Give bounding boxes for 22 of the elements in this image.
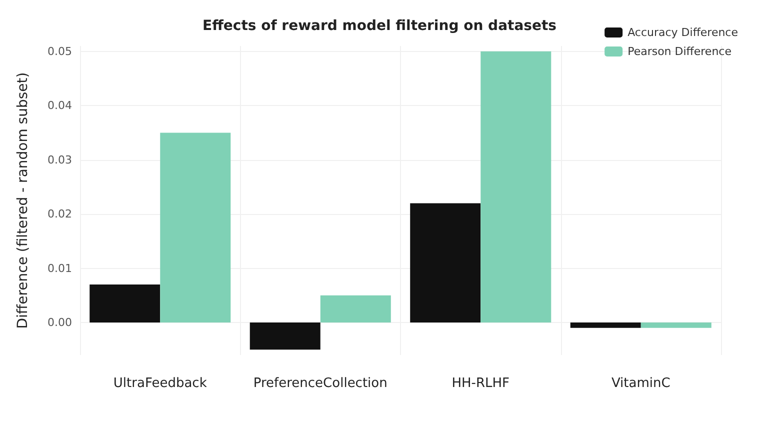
bar (250, 322, 320, 350)
y-tick-label: 0.02 (48, 208, 72, 221)
y-tick-label: 0.01 (48, 262, 72, 275)
bar (640, 322, 712, 328)
x-tick-label: HH-RLHF (452, 376, 510, 391)
y-tick-label: 0.00 (48, 316, 72, 329)
y-tick-label: 0.04 (48, 99, 72, 112)
x-tick-label: UltraFeedback (113, 376, 208, 391)
bar (90, 284, 160, 322)
bar (410, 203, 481, 322)
chart-title: Effects of reward model filtering on datasets (202, 18, 557, 34)
bar (480, 51, 552, 322)
legend-label: Pearson Difference (628, 45, 732, 58)
legend-label: Accuracy Difference (628, 26, 738, 39)
bar (160, 132, 231, 322)
x-tick-label: VitaminC (611, 376, 670, 391)
y-tick-label: 0.03 (48, 153, 72, 166)
y-tick-label: 0.05 (48, 44, 72, 58)
bar (320, 295, 391, 322)
x-tick-label: PreferenceCollection (253, 376, 388, 391)
y-axis-title: Difference (filtered - random subset) (15, 72, 31, 329)
bar (570, 322, 641, 328)
